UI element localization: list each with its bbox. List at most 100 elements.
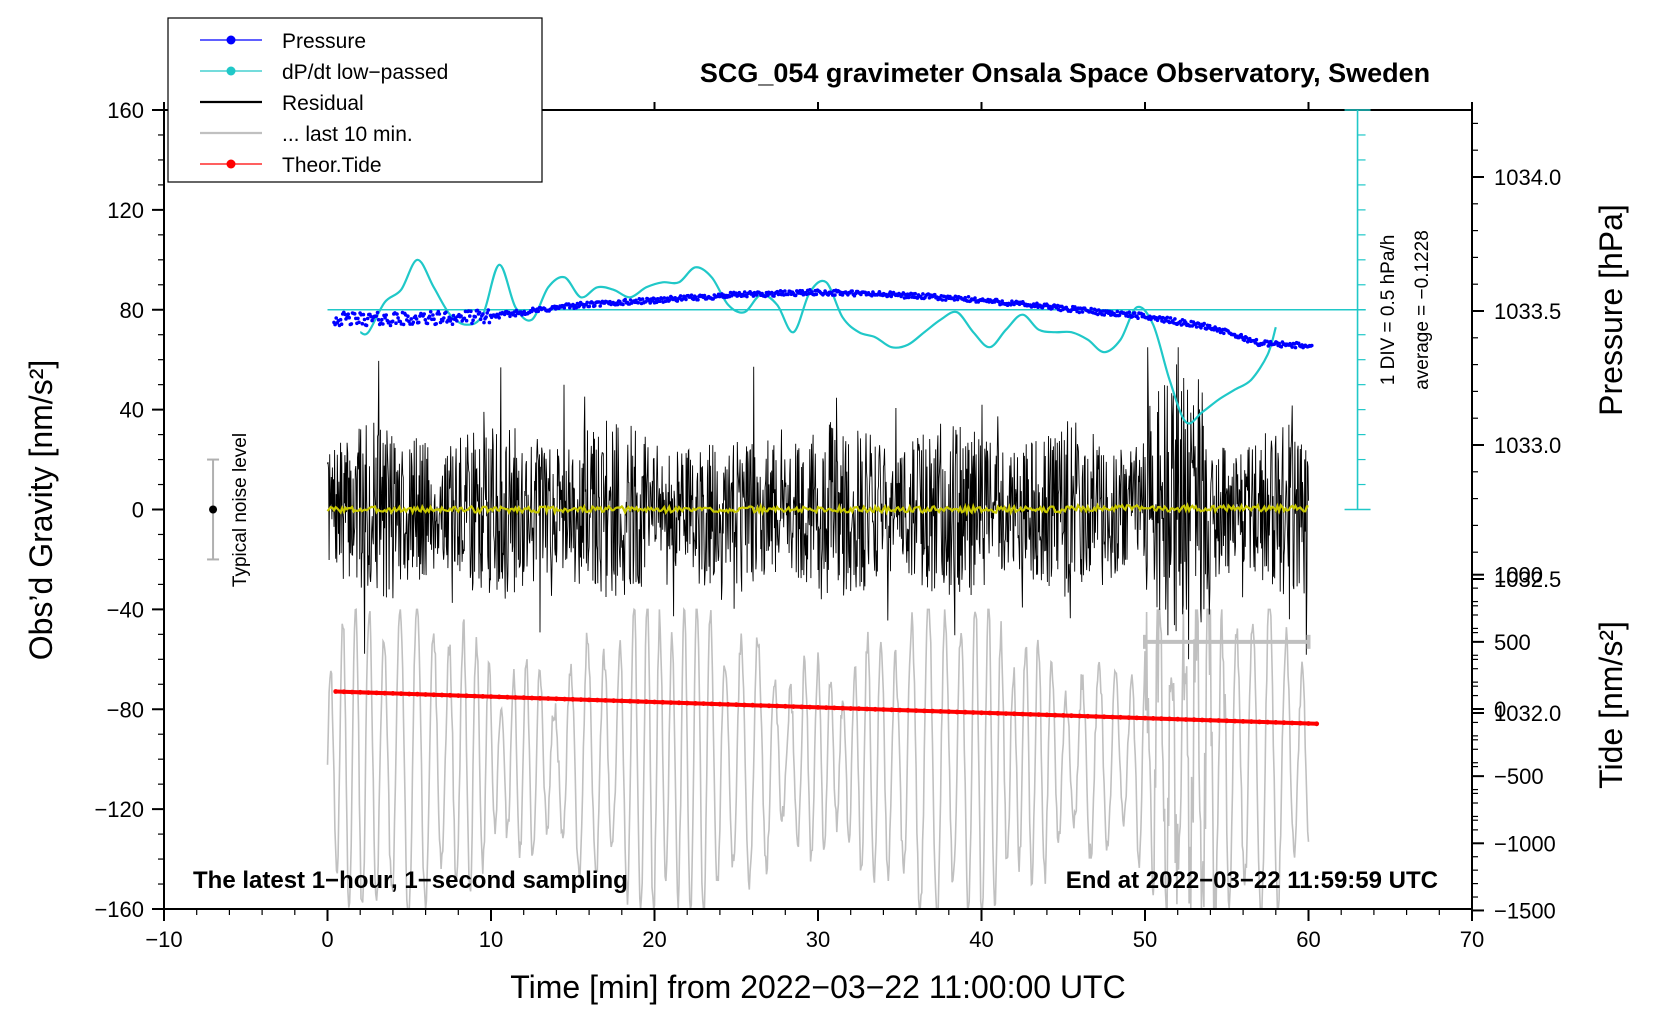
tide-tick-label: −1000 [1494,831,1556,856]
theor-tide-point [1109,714,1115,720]
pressure-point [1077,310,1082,315]
theor-tide-point [733,702,739,708]
legend-box [167,17,543,183]
pressure-point [444,310,448,315]
theor-tide-point [962,709,968,715]
pressure-point [339,322,344,327]
theor-tide-point [676,700,682,706]
theor-tide-point [693,701,698,706]
tide-tick-label: 0 [1494,697,1506,722]
pressure-point [906,295,911,300]
pressure-point [484,315,488,319]
pressure-point [640,297,645,301]
pressure-point [356,316,360,321]
theor-tide-point [390,691,396,696]
theor-tide-point [782,703,788,709]
theor-tide-point [586,697,592,703]
theor-tide-point [366,690,371,695]
theor-tide-point [374,690,379,696]
pressure-point [462,316,467,321]
y-tick-label: −40 [107,597,144,622]
pressure-point [662,296,667,300]
pressure-point [575,301,580,306]
pressure-point [394,321,398,326]
x-tick-label: −10 [145,927,182,952]
pressure-point [361,312,366,317]
pressure-point [1262,342,1266,346]
theor-tide-point [1003,711,1009,716]
pressure-point [689,293,694,298]
y-tick-label: −120 [94,797,144,822]
series-theor-tide [333,689,1320,727]
theor-tide-point [1216,718,1221,723]
pressure-point [1000,299,1004,303]
pressure-point [1202,321,1206,326]
pressure-point [486,308,491,312]
pressure-point [1197,321,1201,326]
pressure-point [536,309,541,314]
theor-tide-point [652,699,657,705]
pressure-point [833,293,837,297]
x-tick-label: 20 [642,927,666,952]
pressure-point [349,322,354,326]
pressure-point [442,316,446,320]
theor-tide-point [333,689,339,694]
pressure-point [644,300,648,304]
theor-tide-point [357,689,363,695]
pressure-point [754,293,759,297]
theor-tide-point [1134,715,1140,721]
theor-tide-point [954,709,960,715]
pressure-point [347,315,352,320]
legend-marker [226,35,236,45]
pressure-point [1244,336,1249,340]
theor-tide-point [1281,720,1287,726]
theor-tide-point [930,708,935,714]
theor-tide-point [889,707,894,713]
x-tick-label: 0 [321,927,333,952]
theor-tide-point [1306,721,1311,726]
pressure-point [464,318,469,323]
theor-tide-point [382,690,388,696]
legend-label: ... last 10 min. [282,123,413,146]
pressure-point [388,323,393,328]
pressure-point [401,322,406,327]
x-axis-title: Time [min] from 2022−03−22 11:00:00 UTC [510,969,1125,1005]
y-tick-label: −160 [94,897,144,922]
pressure-point [334,316,339,320]
pressure-point [469,309,473,314]
theor-tide-point [840,705,845,711]
pressure-point [943,298,948,302]
pressure-point [396,316,400,320]
pressure-point [395,312,399,316]
pressure-point [485,311,490,315]
pressure-point [850,289,854,293]
theor-tide-point [938,709,943,714]
legend-marker [226,159,236,169]
axes-layer: −10 0 10 20 30 40 50 60 70 160 120 80 40 0 −40 −80 −120 −… [94,98,1561,952]
pressure-point [1268,339,1273,344]
theor-tide-point [717,701,723,707]
pressure-point [1102,313,1107,317]
x-tick-label: 60 [1296,927,1320,952]
series-residual-smoothed-line [326,502,1309,517]
pressure-point [973,296,977,300]
theor-tide-point [709,701,715,707]
theor-tide-point [349,689,355,695]
theor-tide-point [1175,716,1181,722]
pressure-point [593,303,597,308]
theor-tide-point [774,703,780,709]
theor-tide-point [415,691,420,697]
pressure-point [615,302,620,307]
x-tick-label: 10 [479,927,503,952]
theor-tide-point [570,696,576,702]
pressure-point [1132,311,1137,315]
pressure-point [913,291,917,296]
pressure-point [621,302,625,307]
pressure-point [487,320,492,325]
theor-tide-point [1069,713,1074,719]
theor-tide-point [1297,720,1303,726]
theor-tide-point [1060,713,1066,718]
y-axis-title-tide: Tide [nm/s²] [1593,621,1629,789]
pressure-point [414,317,419,321]
pressure-point [921,292,925,296]
